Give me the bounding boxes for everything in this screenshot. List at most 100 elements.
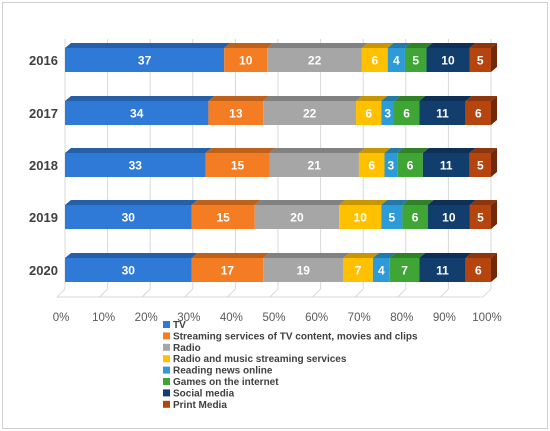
gridline-floor [227, 288, 236, 298]
bar-segment [404, 48, 427, 72]
bar-end-face [491, 200, 497, 229]
legend-label: Reading news online [173, 366, 273, 377]
legend-swatch [163, 389, 170, 397]
legend-label: Print Media [173, 400, 227, 411]
bar-segment [426, 48, 470, 72]
data-label: 10 [441, 54, 455, 68]
gridline-floor [99, 288, 108, 298]
x-tick-label: 90% [433, 312, 456, 324]
bar-segment-top [381, 96, 400, 101]
bar-segment-top [208, 96, 270, 101]
gridline-floor [184, 288, 194, 298]
bar-segment [387, 48, 405, 72]
legend-label: Radio [173, 343, 201, 354]
year-label: 2017 [29, 106, 58, 121]
data-label: 6 [475, 264, 482, 278]
bar-segment [361, 48, 388, 72]
legend-label: Streaming services of TV content, movies… [173, 331, 418, 342]
legend-item: Radio [163, 343, 201, 354]
x-tick-label: 100% [472, 312, 501, 324]
data-label: 6 [371, 54, 378, 68]
gridline-floor [482, 288, 492, 298]
bar-segment [469, 153, 491, 177]
gridline-floor [56, 288, 66, 298]
bar-segment [422, 153, 470, 177]
bar-segment [384, 153, 398, 177]
legend-label: TV [173, 320, 186, 331]
legend-swatch [163, 378, 170, 385]
bar-segment [205, 153, 270, 177]
bar-row: 37 10 22 6 4 5 10 5 [65, 43, 497, 72]
legend-item: Streaming services of TV content, movies… [163, 331, 418, 342]
data-label: 19 [297, 264, 311, 278]
bar-end-face [491, 43, 497, 72]
x-tick-label: 30% [177, 312, 200, 324]
year-label: 2018 [29, 158, 58, 173]
bar-segment [65, 48, 225, 72]
data-label: 7 [355, 264, 362, 278]
bar-segment [402, 205, 428, 229]
legend-swatch [163, 355, 170, 363]
year-label: 2020 [29, 263, 58, 278]
bar-segment [358, 153, 385, 177]
bar-segment-top [422, 148, 476, 153]
x-tick-labels: 0% 10% 20% 30% 40% 50% 60% 70% 80% 90% 100% [53, 312, 502, 324]
legend-label: Games on the internet [173, 377, 279, 388]
bar-segment-top [469, 200, 497, 205]
data-label: 37 [138, 54, 152, 68]
bar-segment-top [65, 96, 215, 101]
bar-segment-top [404, 43, 433, 48]
data-label: 13 [229, 107, 243, 121]
bar-segment [191, 205, 255, 229]
data-label: 30 [122, 264, 136, 278]
data-label: 6 [403, 107, 410, 121]
bar-segment [191, 258, 264, 282]
data-label: 22 [308, 54, 322, 68]
bar-segment-top [224, 43, 274, 48]
bar-segment-top [372, 253, 396, 258]
gridline-floor [354, 288, 364, 298]
bar-segment-top [191, 253, 270, 258]
data-label: 34 [130, 107, 144, 121]
bar-segment [469, 48, 491, 72]
data-label: 6 [365, 107, 372, 121]
bar-segment [381, 101, 394, 125]
legend-item: Reading news online [163, 366, 273, 377]
bar-segment-top [384, 148, 404, 153]
data-label: 6 [475, 107, 482, 121]
x-tick-label: 0% [53, 312, 70, 324]
bar-segment-top [267, 43, 368, 48]
data-label: 10 [239, 54, 253, 68]
bar-segment-top [419, 253, 472, 258]
bar-end-face [491, 148, 497, 177]
data-label: 4 [378, 264, 385, 278]
x-tick-label: 50% [262, 312, 285, 324]
bar-segment [465, 101, 491, 125]
data-label: 5 [477, 159, 484, 173]
bar-segment-top [205, 148, 276, 153]
bar-segment [465, 258, 491, 282]
x-tick-label: 80% [390, 312, 413, 324]
data-label: 10 [442, 211, 456, 225]
year-label: 2016 [29, 53, 58, 68]
data-label: 11 [436, 107, 449, 121]
data-label: 5 [412, 54, 419, 68]
bar-segment [339, 205, 382, 229]
data-label: 11 [436, 264, 449, 278]
bar-row: 30 15 20 10 5 6 10 5 [65, 200, 497, 229]
data-label: 20 [290, 211, 304, 225]
bar-segment-top [263, 253, 350, 258]
bar-segment-top [356, 96, 388, 101]
x-tick-label: 40% [220, 312, 243, 324]
bar-end-face [491, 253, 497, 282]
legend-item: Social media [163, 388, 235, 399]
x-tick-label: 20% [135, 312, 158, 324]
bar-segment-top [387, 43, 411, 48]
legend-swatch [163, 400, 170, 408]
data-label: 3 [388, 159, 395, 173]
x-tick-label: 70% [348, 312, 371, 324]
bar-segment-top [65, 148, 212, 153]
data-label: 6 [407, 159, 414, 173]
bar-segment [343, 258, 373, 282]
